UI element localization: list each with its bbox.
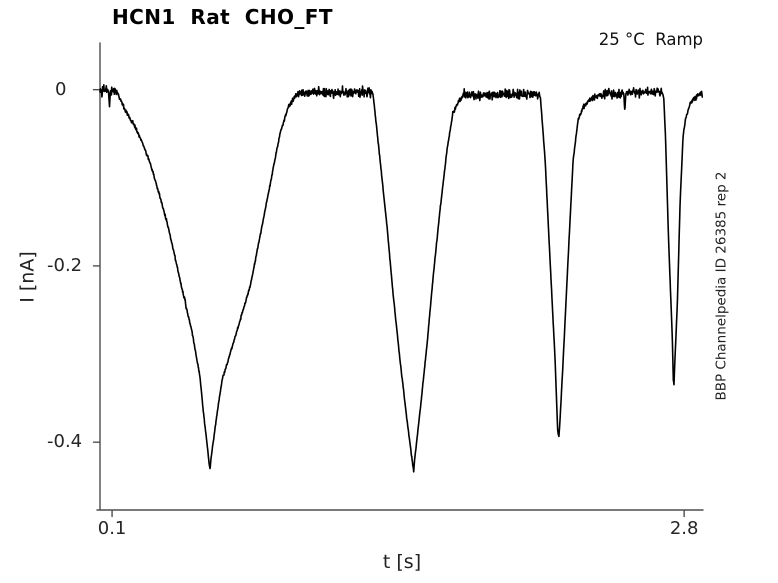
y-tick-label: 0 — [55, 78, 67, 100]
y-axis-label: I [nA] — [16, 251, 39, 303]
x-tick-label: 0.1 — [97, 518, 127, 539]
y-tick-label: -0.2 — [47, 254, 83, 276]
x-axis-label: t [s] — [382, 551, 422, 573]
y-tick-label: -0.4 — [47, 431, 83, 453]
chart-title: HCN1 Rat CHO_FT — [112, 5, 333, 29]
temperature-protocol-annotation: 25 °C Ramp — [598, 30, 703, 49]
x-tick-label: 2.8 — [669, 518, 699, 539]
watermark-side-label: BBP Channelpedia ID 26385 rep 2 — [713, 171, 730, 401]
